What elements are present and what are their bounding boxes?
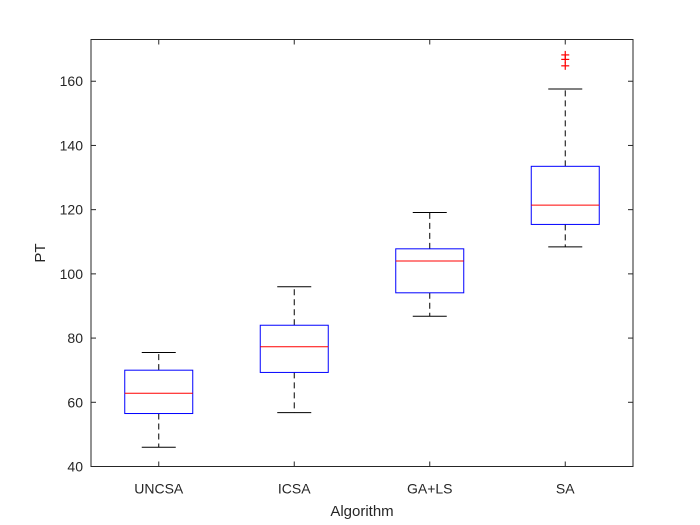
box-ga-ls (395, 212, 465, 317)
y-axis: 40 60 80 100 120 140 160 (60, 73, 633, 475)
box-uncsa (124, 352, 194, 448)
y-tick-label: 40 (67, 459, 83, 475)
y-tick-label: 100 (60, 266, 84, 282)
iqr-box (259, 324, 329, 373)
box-icsa (259, 286, 329, 414)
box-sa (530, 50, 600, 248)
boxes-layer (124, 50, 600, 448)
x-tick-label: SA (556, 481, 575, 497)
y-tick-label: 140 (60, 137, 84, 153)
y-tick-label: 120 (60, 202, 84, 218)
iqr-box (530, 165, 600, 225)
x-tick-label: GA+LS (407, 481, 453, 497)
y-tick-label: 160 (60, 73, 84, 89)
plot-area (90, 39, 634, 467)
x-tick-label: UNCSA (134, 481, 184, 497)
y-axis-label: PT (32, 243, 49, 262)
x-tick-label: ICSA (278, 481, 311, 497)
y-tick-label: 60 (67, 394, 83, 410)
iqr-box (124, 369, 194, 415)
iqr-box (395, 248, 465, 294)
x-axis-label: Algorithm (330, 503, 393, 520)
x-axis: UNCSA ICSA GA+LS SA (134, 39, 575, 497)
y-tick-label: 80 (67, 330, 83, 346)
